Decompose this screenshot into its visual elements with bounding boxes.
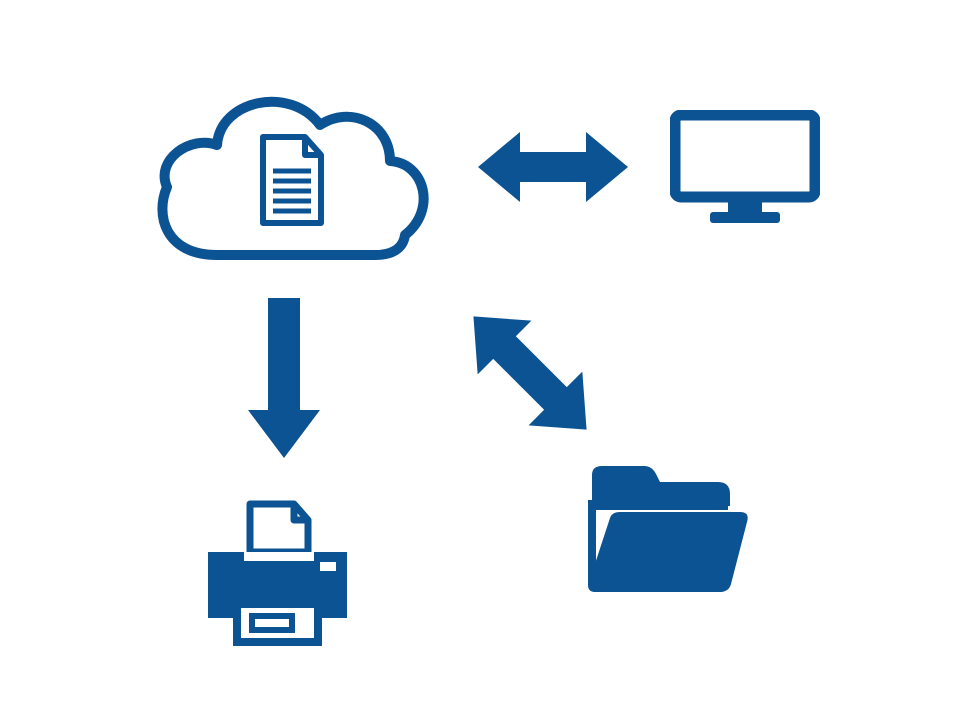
printer-icon xyxy=(200,500,355,650)
arrow-down xyxy=(248,298,320,458)
monitor-icon xyxy=(670,110,820,225)
arrow-bidirectional-horizontal xyxy=(478,128,628,206)
cloud-document-icon xyxy=(145,75,435,265)
arrow-bidirectional-diagonal xyxy=(450,293,610,453)
folder-open-icon xyxy=(578,460,748,595)
